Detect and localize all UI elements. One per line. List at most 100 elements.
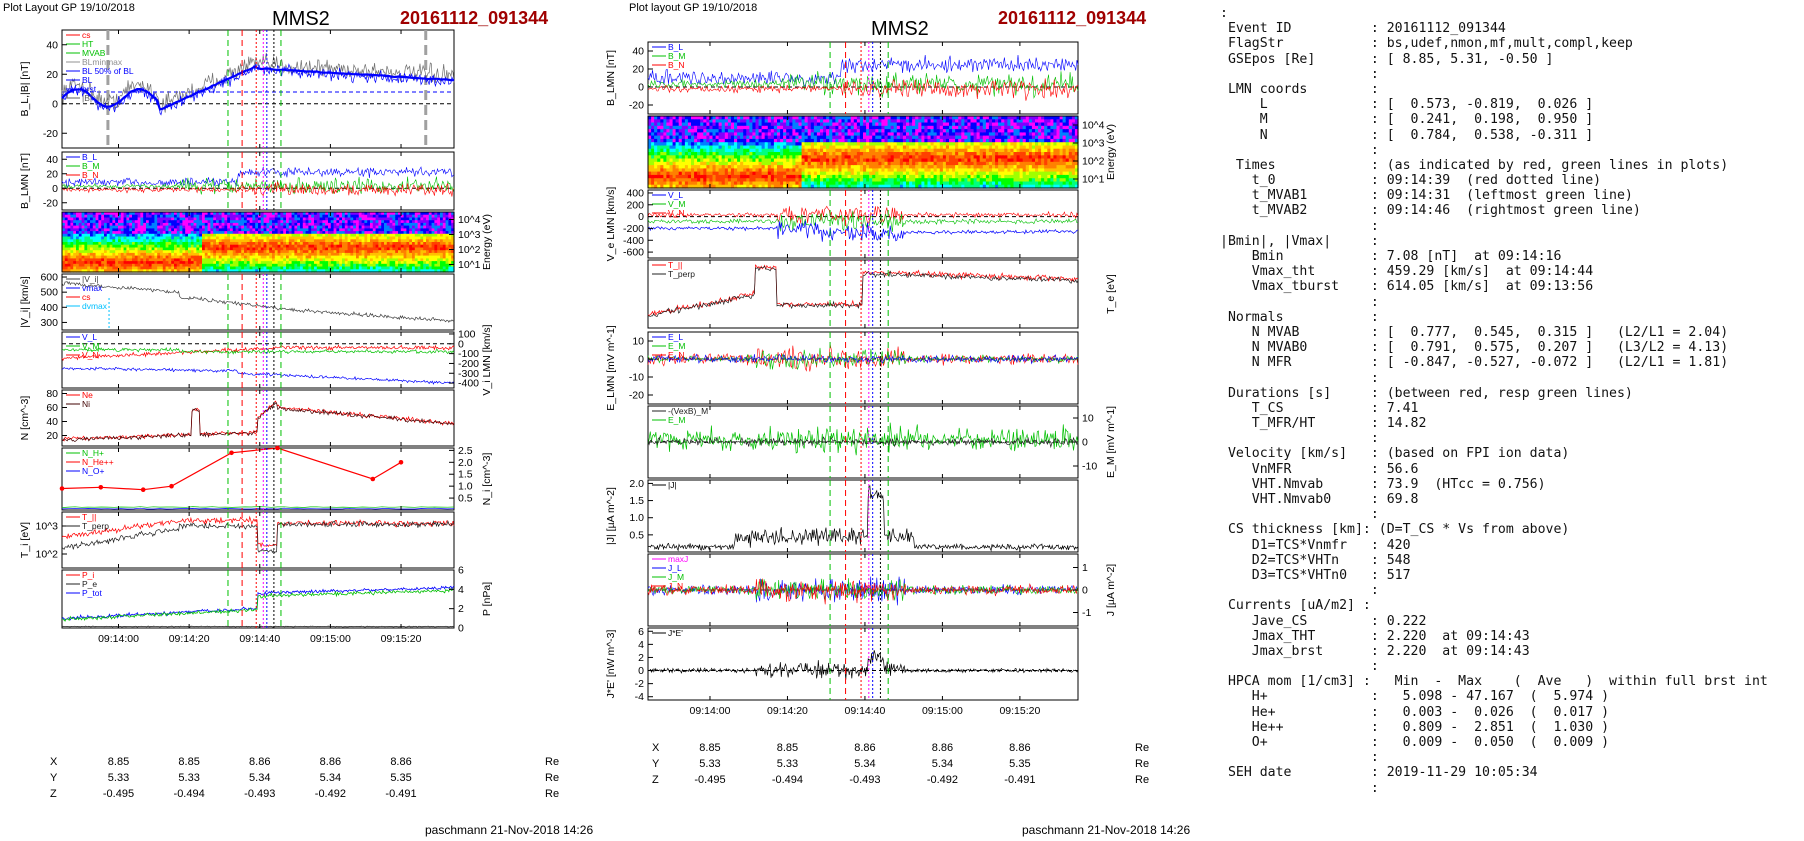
- heatmap-cell: [216, 252, 220, 257]
- heatmap-cell: [651, 174, 655, 179]
- heatmap-cell: [87, 250, 91, 254]
- heatmap-cell: [672, 181, 677, 186]
- heatmap-cell: [428, 225, 433, 229]
- heatmap-cell: [651, 158, 655, 163]
- heatmap-cell: [437, 233, 441, 238]
- heatmap-cell: [370, 242, 374, 246]
- heatmap-cell: [770, 158, 775, 163]
- heatmap-cell: [218, 247, 223, 251]
- heatmap-cell: [395, 242, 399, 246]
- heatmap-cell: [730, 168, 735, 173]
- heatmap-cell: [783, 152, 787, 156]
- heatmap-cell: [694, 184, 698, 189]
- heatmap-cell: [148, 244, 153, 248]
- heatmap-cell: [451, 255, 455, 259]
- heatmap-cell: [356, 222, 360, 227]
- heatmap-cell: [807, 181, 812, 186]
- heatmap-cell: [353, 228, 357, 232]
- heatmap-cell: [294, 228, 298, 232]
- heatmap-cell: [807, 119, 812, 124]
- heatmap-cell: [325, 220, 329, 224]
- heatmap-cell: [92, 212, 97, 216]
- heatmap-cell: [428, 212, 433, 216]
- heatmap-cell: [375, 258, 379, 262]
- heatmap-cell: [98, 252, 102, 257]
- heatmap-cell: [241, 231, 245, 235]
- heatmap-cell: [78, 247, 83, 251]
- heatmap-cell: [241, 228, 245, 232]
- heatmap-cell: [179, 250, 183, 254]
- middle-plot-layout-label: Plot layout GP 19/10/2018: [629, 2, 758, 14]
- heatmap-cell: [451, 222, 455, 227]
- heatmap-cell: [165, 242, 169, 246]
- heatmap-cell: [288, 217, 293, 221]
- heatmap-cell: [654, 178, 658, 183]
- heatmap-cell: [375, 263, 379, 268]
- heatmap-cell: [70, 263, 74, 268]
- heatmap-cell: [246, 261, 251, 265]
- heatmap-cell: [204, 252, 209, 257]
- heatmap-cell: [431, 258, 435, 262]
- heatmap-cell: [252, 244, 256, 248]
- heatmap-cell: [856, 165, 861, 169]
- heatmap-cell: [244, 255, 248, 259]
- heatmap-cell: [78, 231, 83, 235]
- heatmap-cell: [171, 239, 175, 243]
- heatmap-cell: [835, 181, 840, 186]
- heatmap-cell: [755, 142, 760, 147]
- heatmap-cell: [844, 132, 849, 137]
- heatmap-cell: [95, 214, 99, 218]
- heatmap-cell: [398, 220, 402, 224]
- heatmap-cell: [847, 165, 852, 169]
- heatmap-cell: [773, 145, 778, 150]
- heatmap-cell: [798, 174, 803, 179]
- heatmap-cell: [330, 266, 335, 270]
- heatmap-cell: [835, 129, 840, 133]
- heatmap-cell: [73, 244, 77, 248]
- heatmap-cell: [168, 258, 172, 262]
- heatmap-cell: [654, 161, 658, 166]
- heatmap-cell: [333, 212, 337, 216]
- heatmap-cell: [277, 247, 281, 251]
- heatmap-cell: [709, 138, 714, 143]
- heatmap-cell: [316, 222, 321, 227]
- heatmap-cell: [302, 212, 307, 216]
- heatmap-cell: [378, 258, 382, 262]
- heatmap-cell: [816, 142, 821, 147]
- heatmap-cell: [230, 263, 234, 268]
- heatmap-cell: [182, 247, 186, 251]
- heatmap-cell: [280, 266, 284, 270]
- heatmap-cell: [721, 155, 726, 160]
- heatmap-cell: [678, 161, 683, 166]
- heatmap-cell: [712, 184, 717, 189]
- heatmap-cell: [448, 228, 452, 232]
- heatmap-cell: [451, 266, 455, 270]
- heatmap-cell: [761, 161, 766, 166]
- heatmap-cell: [241, 250, 245, 254]
- heatmap-cell: [162, 231, 167, 235]
- heatmap-cell: [777, 181, 781, 186]
- heatmap-cell: [148, 269, 153, 273]
- heatmap-cell: [694, 158, 698, 163]
- heatmap-cell: [841, 122, 846, 127]
- heatmap-cell: [423, 239, 427, 243]
- heatmap-cell: [238, 244, 242, 248]
- heatmap-cell: [801, 161, 806, 166]
- heatmap-cell: [841, 178, 846, 183]
- heatmap-cell: [308, 255, 312, 259]
- heatmap-cell: [758, 125, 763, 130]
- heatmap-cell: [188, 212, 192, 216]
- heatmap-cell: [311, 244, 315, 248]
- heatmap-cell: [816, 135, 821, 140]
- heatmap-cell: [367, 239, 371, 243]
- heatmap-cell: [151, 242, 155, 246]
- heatmap-cell: [718, 165, 723, 169]
- heatmap-cell: [403, 247, 407, 251]
- heatmap-cell: [798, 129, 803, 133]
- heatmap-cell: [300, 261, 304, 265]
- heatmap-cell: [789, 125, 793, 130]
- heatmap-cell: [193, 231, 197, 235]
- heatmap-cell: [120, 228, 125, 232]
- heatmap-cell: [269, 255, 273, 259]
- heatmap-cell: [263, 233, 267, 238]
